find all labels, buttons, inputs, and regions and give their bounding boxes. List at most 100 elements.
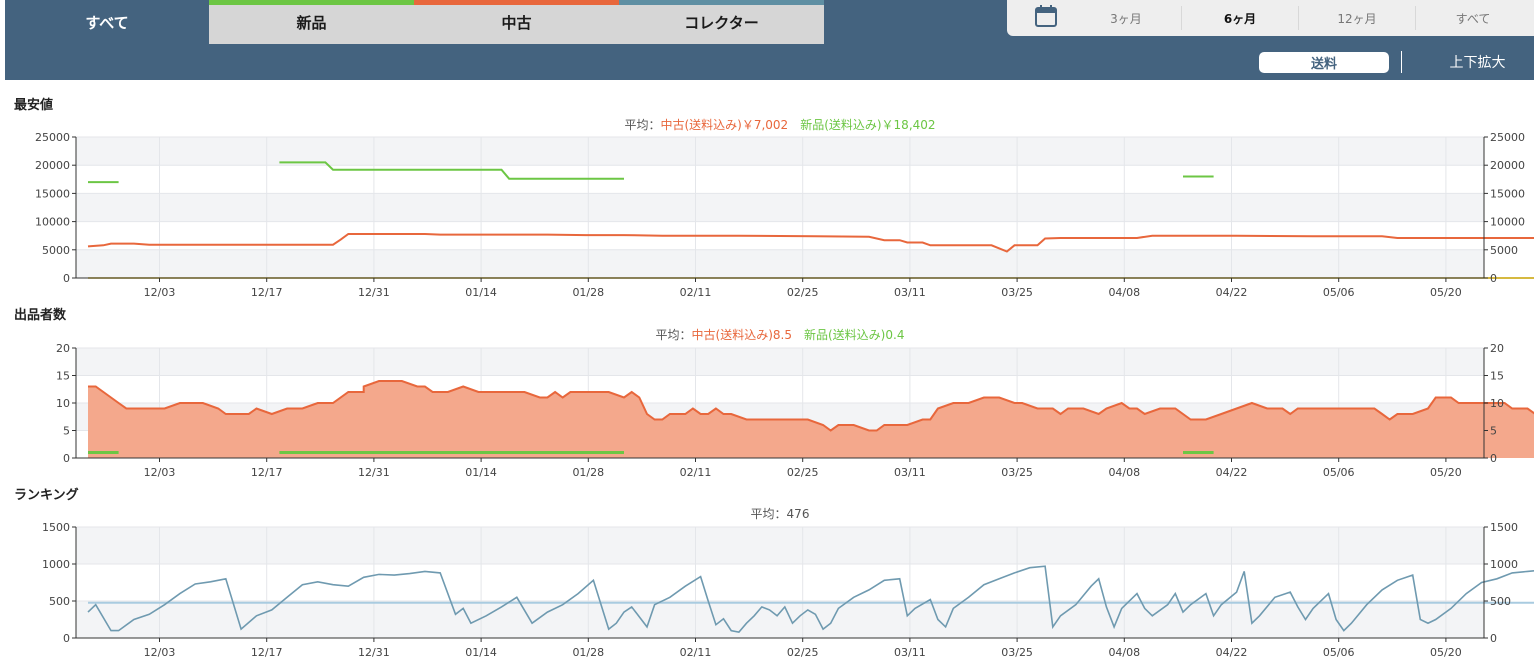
range-12m[interactable]: 12ヶ月: [1299, 0, 1415, 36]
y-tick-label: 500: [49, 595, 70, 608]
x-tick-label: 01/14: [465, 646, 497, 659]
y-tick-label: 15: [1490, 370, 1504, 383]
used-price-line: [87, 233, 1534, 253]
y-tick-label: 10: [1490, 397, 1504, 410]
range-6m-label: 6ヶ月: [1223, 11, 1257, 26]
chart-title: ランキング: [14, 487, 79, 503]
x-tick-label: 12/17: [251, 286, 283, 299]
x-tick-label: 12/31: [358, 646, 390, 659]
x-tick-label: 02/11: [680, 646, 712, 659]
plot-band: [76, 137, 1484, 166]
range-selector: 3ヶ月 6ヶ月 12ヶ月 すべて: [1007, 0, 1534, 36]
y-tick-label: 25000: [35, 131, 70, 144]
average-value: 新品(送料込み)0.4: [804, 327, 904, 342]
range-divider: [1415, 6, 1416, 30]
y-tick-label: 10000: [35, 216, 70, 229]
x-tick-label: 03/25: [1001, 466, 1033, 479]
plot-band: [76, 564, 1484, 601]
y-tick-label: 1000: [1490, 558, 1518, 571]
x-tick-label: 12/31: [358, 466, 390, 479]
plot-band: [76, 527, 1484, 564]
tab-collector-accent: [619, 0, 824, 5]
x-tick-label: 01/14: [465, 466, 497, 479]
x-tick-label: 01/28: [572, 646, 604, 659]
x-tick-label: 12/03: [144, 466, 176, 479]
x-tick-label: 05/06: [1323, 286, 1355, 299]
tab-collector-label: コレクター: [684, 13, 759, 32]
y-tick-label: 10000: [1490, 216, 1525, 229]
x-tick-label: 01/28: [572, 286, 604, 299]
tab-new-accent: [209, 0, 414, 5]
x-tick-label: 12/03: [144, 646, 176, 659]
x-tick-label: 12/31: [358, 286, 390, 299]
y-tick-label: 1500: [42, 521, 70, 534]
shipping-toggle-button[interactable]: 送料: [1259, 52, 1389, 73]
plot-band: [76, 601, 1484, 638]
tab-collector[interactable]: コレクター: [619, 0, 824, 44]
average-prefix: 平均：: [751, 507, 787, 521]
x-tick-label: 04/22: [1216, 286, 1248, 299]
y-tick-label: 20000: [1490, 159, 1525, 172]
tab-used[interactable]: 中古: [414, 0, 619, 44]
rank-line: [87, 565, 1534, 633]
tab-all-label: すべて: [85, 13, 129, 32]
x-tick-label: 01/14: [465, 286, 497, 299]
calendar-icon[interactable]: [1034, 4, 1058, 28]
chart-title: 最安値: [14, 97, 53, 113]
plot-band: [76, 165, 1484, 194]
x-tick-label: 12/03: [144, 286, 176, 299]
x-tick-label: 05/20: [1430, 466, 1462, 479]
x-tick-label: 02/11: [680, 466, 712, 479]
tab-used-label: 中古: [501, 13, 532, 32]
y-tick-label: 5000: [1490, 244, 1518, 257]
average-value: 476: [787, 507, 810, 521]
x-tick-label: 03/11: [894, 646, 926, 659]
x-tick-label: 01/28: [572, 466, 604, 479]
zoom-vertical-button[interactable]: 上下拡大: [1425, 51, 1530, 73]
average-prefix: 平均：: [656, 328, 692, 342]
y-tick-label: 500: [1490, 595, 1511, 608]
y-tick-label: 0: [63, 272, 70, 285]
y-tick-label: 0: [1490, 272, 1497, 285]
range-3m-label: 3ヶ月: [1110, 11, 1142, 26]
plot-band: [76, 193, 1484, 222]
range-12m-label: 12ヶ月: [1337, 11, 1377, 26]
used-seller-area: [88, 381, 1534, 458]
x-tick-label: 03/25: [1001, 646, 1033, 659]
x-tick-label: 02/25: [787, 286, 819, 299]
y-tick-label: 15: [56, 370, 70, 383]
y-tick-label: 15000: [35, 187, 70, 200]
x-tick-label: 05/20: [1430, 646, 1462, 659]
tab-new-label: 新品: [296, 13, 327, 32]
x-tick-label: 04/22: [1216, 466, 1248, 479]
x-tick-label: 04/08: [1108, 646, 1140, 659]
range-all[interactable]: すべて: [1416, 0, 1530, 36]
x-tick-label: 02/25: [787, 646, 819, 659]
range-3m[interactable]: 3ヶ月: [1071, 0, 1181, 36]
x-tick-label: 02/25: [787, 466, 819, 479]
average-prefix: 平均：: [624, 118, 660, 132]
tab-used-accent: [414, 0, 619, 5]
used-seller-line: [88, 380, 1534, 432]
average-caption: 平均：476: [751, 507, 810, 521]
tab-all[interactable]: すべて: [5, 0, 209, 44]
y-tick-label: 0: [1490, 452, 1497, 465]
x-tick-label: 03/11: [894, 286, 926, 299]
header-divider: [1401, 51, 1402, 73]
shipping-label: 送料: [1310, 57, 1337, 72]
zoom-label: 上下拡大: [1449, 55, 1506, 71]
range-divider: [1181, 6, 1182, 30]
average-caption: 平均：中古(送料込み)8.5 新品(送料込み)0.4: [656, 327, 905, 342]
y-tick-label: 15000: [1490, 187, 1525, 200]
y-tick-label: 20: [56, 342, 70, 355]
chart-title: 出品者数: [14, 307, 67, 323]
x-tick-label: 05/06: [1323, 466, 1355, 479]
y-tick-label: 10: [56, 397, 70, 410]
range-6m[interactable]: 6ヶ月: [1182, 0, 1298, 36]
x-tick-label: 02/11: [680, 286, 712, 299]
tab-new[interactable]: 新品: [209, 0, 414, 44]
y-tick-label: 5: [63, 425, 70, 438]
average-value: 中古(送料込み)8.5: [692, 327, 792, 342]
x-tick-label: 04/08: [1108, 466, 1140, 479]
